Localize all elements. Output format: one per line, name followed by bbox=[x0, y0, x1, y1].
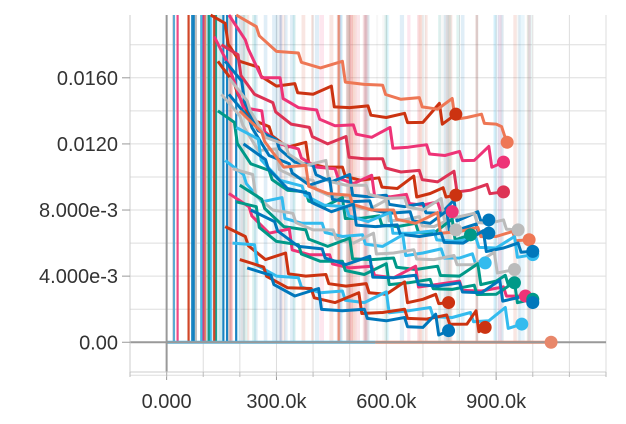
series-line bbox=[227, 76, 519, 232]
series-end-marker[interactable] bbox=[522, 233, 536, 247]
series-end-marker[interactable] bbox=[544, 335, 558, 349]
series-end-marker[interactable] bbox=[464, 228, 478, 242]
series-end-marker[interactable] bbox=[496, 155, 510, 169]
series-end-marker[interactable] bbox=[507, 276, 521, 290]
series-end-marker[interactable] bbox=[507, 263, 521, 277]
series-end-marker[interactable] bbox=[482, 213, 496, 227]
x-tick-label: 300.0k bbox=[246, 391, 307, 413]
series-end-marker[interactable] bbox=[478, 320, 492, 334]
series-line bbox=[246, 266, 450, 337]
x-axis-ticks: 0.000 300.0k 600.0k 900.0k bbox=[129, 372, 607, 413]
y-tick-label: 0.00 bbox=[79, 332, 118, 354]
y-tick-label: 8.000e-3 bbox=[39, 200, 118, 222]
x-tick-label: 0.000 bbox=[142, 391, 192, 413]
series-line bbox=[238, 183, 515, 287]
y-axis-ticks: 0.00 4.000e-3 8.000e-3 0.0120 0.0160 bbox=[39, 68, 130, 354]
series-line bbox=[235, 126, 534, 259]
series-end-marker[interactable] bbox=[442, 296, 456, 310]
series-line bbox=[209, 13, 457, 126]
series-end-marker[interactable] bbox=[482, 226, 496, 240]
x-tick-label: 900.0k bbox=[466, 391, 527, 413]
series-end-marker[interactable] bbox=[449, 223, 463, 237]
series-end-marker[interactable] bbox=[496, 185, 510, 199]
x-tick-label: 600.0k bbox=[356, 391, 417, 413]
series-line bbox=[250, 208, 533, 305]
grid-lines bbox=[129, 15, 607, 376]
series-end-marker[interactable] bbox=[511, 223, 525, 237]
axes bbox=[129, 15, 606, 373]
series-line bbox=[242, 142, 533, 254]
series-line bbox=[232, 241, 523, 330]
series-line bbox=[239, 258, 487, 334]
series-end-marker[interactable] bbox=[526, 244, 540, 258]
series-line bbox=[216, 60, 457, 199]
series-line bbox=[224, 225, 449, 306]
series-end-marker[interactable] bbox=[442, 324, 456, 338]
series-line bbox=[235, 13, 509, 143]
y-tick-label: 0.0120 bbox=[57, 134, 118, 156]
y-tick-label: 0.0160 bbox=[57, 68, 118, 90]
y-tick-label: 4.000e-3 bbox=[39, 266, 118, 288]
series-end-marker[interactable] bbox=[478, 256, 492, 270]
series-end-marker[interactable] bbox=[500, 135, 514, 149]
series-end-marker[interactable] bbox=[515, 317, 529, 331]
series-line bbox=[227, 14, 505, 169]
series-end-marker[interactable] bbox=[445, 205, 459, 219]
early-spike-lines bbox=[172, 15, 340, 343]
series-line bbox=[235, 200, 534, 305]
series-end-markers bbox=[442, 107, 558, 349]
series-lines bbox=[166, 13, 552, 344]
series-end-marker[interactable] bbox=[526, 296, 540, 310]
series-end-marker[interactable] bbox=[449, 188, 463, 202]
series-end-marker[interactable] bbox=[449, 107, 463, 121]
series-line bbox=[232, 167, 515, 275]
